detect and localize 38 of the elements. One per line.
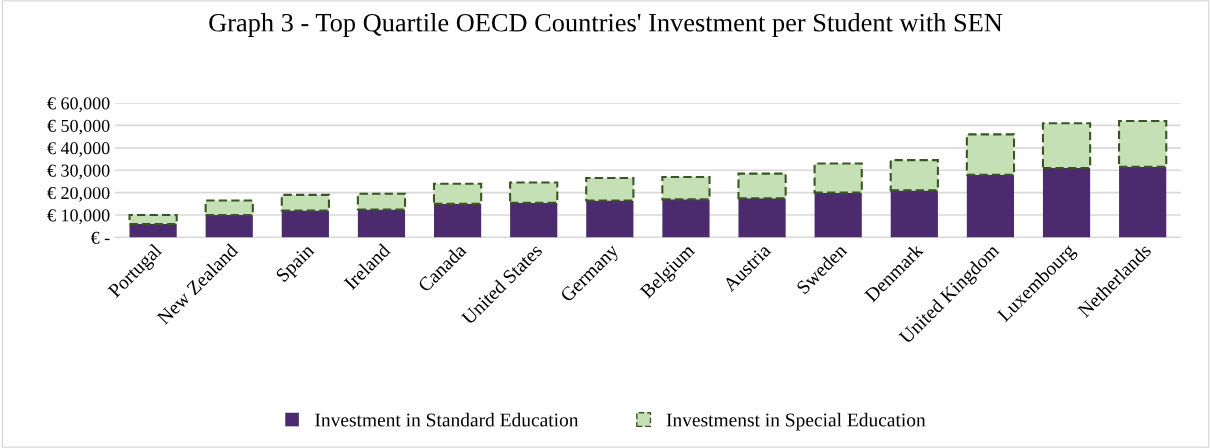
bar: [662, 199, 710, 238]
bar: [890, 190, 938, 238]
bar: [280, 193, 330, 212]
bar: [661, 175, 711, 201]
y-tick-label: € 10,000: [47, 209, 110, 225]
bar: [432, 182, 483, 205]
bar: [204, 199, 254, 217]
bar: [585, 177, 635, 202]
legend-label: Investmenst in Special Education: [666, 412, 926, 431]
bar: [966, 174, 1015, 238]
bar: [510, 202, 558, 238]
bar: [1119, 166, 1167, 238]
y-tick-label: € 60,000: [47, 97, 110, 113]
bar: [128, 214, 178, 226]
legend-label: Investment in Standard Education: [315, 412, 579, 427]
y-tick-label: € 50,000: [47, 119, 110, 135]
y-tick-label: € 40,000: [47, 142, 110, 157]
bar: [586, 200, 634, 238]
bar: [738, 198, 786, 238]
bar: [889, 159, 939, 192]
bar: [814, 192, 862, 238]
bar: [1041, 122, 1092, 170]
bar: [509, 181, 559, 204]
y-tick-label: € -: [90, 231, 110, 244]
bar: [813, 162, 863, 194]
chart-title: Graph 3 - Top Quartile OECD Countries' Investment per Student with SEN: [209, 13, 1003, 37]
bar: [356, 192, 407, 211]
y-tick-label: € 30,000: [47, 164, 110, 180]
bar: [129, 224, 177, 238]
bar: [433, 203, 482, 238]
bar: [965, 133, 1016, 176]
y-tick-label: € 20,000: [47, 186, 110, 202]
bar: [737, 172, 787, 200]
bar: [205, 215, 253, 238]
bar: [357, 209, 406, 238]
bar: [1118, 119, 1168, 168]
bar: [1042, 168, 1091, 238]
bar: [281, 210, 329, 238]
